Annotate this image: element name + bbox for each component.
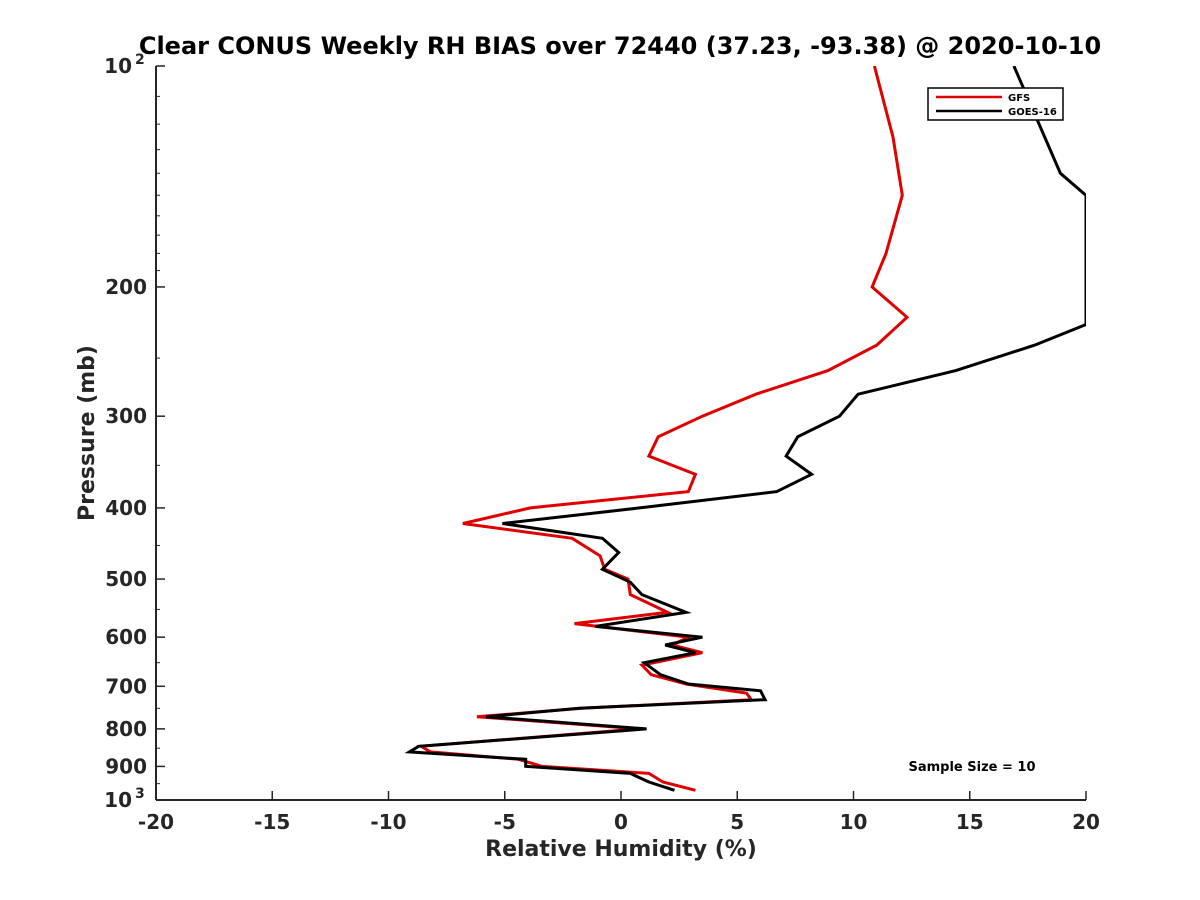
chart-title: Clear CONUS Weekly RH BIAS over 72440 (3… xyxy=(139,32,1101,60)
y-tick-label: 400 xyxy=(105,496,147,520)
x-axis-ticks: -20 -15 -10 -5 0 5 10 15 20 xyxy=(138,791,1100,834)
x-tick-label: -5 xyxy=(494,810,516,834)
y-tick-label: 200 xyxy=(105,275,147,299)
series-line-goes16 xyxy=(404,66,1086,792)
legend-label-gfs: GFS xyxy=(1008,93,1030,104)
legend: GFS GOES-16 xyxy=(927,87,1064,121)
sample-size-annotation: Sample Size = 10 xyxy=(908,760,1035,775)
y-tick-exponent: 2 xyxy=(135,52,145,68)
y-axis-label: Pressure (mb) xyxy=(75,345,100,521)
x-tick-label: 5 xyxy=(730,810,744,834)
x-tick-label: -15 xyxy=(254,810,290,834)
y-tick-label: 900 xyxy=(105,754,147,778)
y-tick-exponent: 3 xyxy=(135,786,145,802)
x-axis-label: Relative Humidity (%) xyxy=(485,837,757,862)
legend-label-goes16: GOES-16 xyxy=(1008,107,1057,118)
y-tick-label: 600 xyxy=(105,625,147,649)
y-tick-label: 10 xyxy=(104,788,132,812)
y-tick-label: 500 xyxy=(105,567,147,591)
x-tick-label: -10 xyxy=(370,810,406,834)
x-tick-label: 15 xyxy=(956,810,984,834)
x-tick-label: -20 xyxy=(138,810,174,834)
y-tick-label: 10 xyxy=(104,54,132,78)
x-tick-label: 10 xyxy=(840,810,868,834)
y-tick-label: 800 xyxy=(105,717,147,741)
x-tick-label: 0 xyxy=(614,810,628,834)
x-tick-label: 20 xyxy=(1072,810,1100,834)
y-tick-label: 700 xyxy=(105,674,147,698)
y-tick-label: 300 xyxy=(105,404,147,428)
legend-box xyxy=(927,87,1064,121)
series-layer xyxy=(404,66,1086,792)
